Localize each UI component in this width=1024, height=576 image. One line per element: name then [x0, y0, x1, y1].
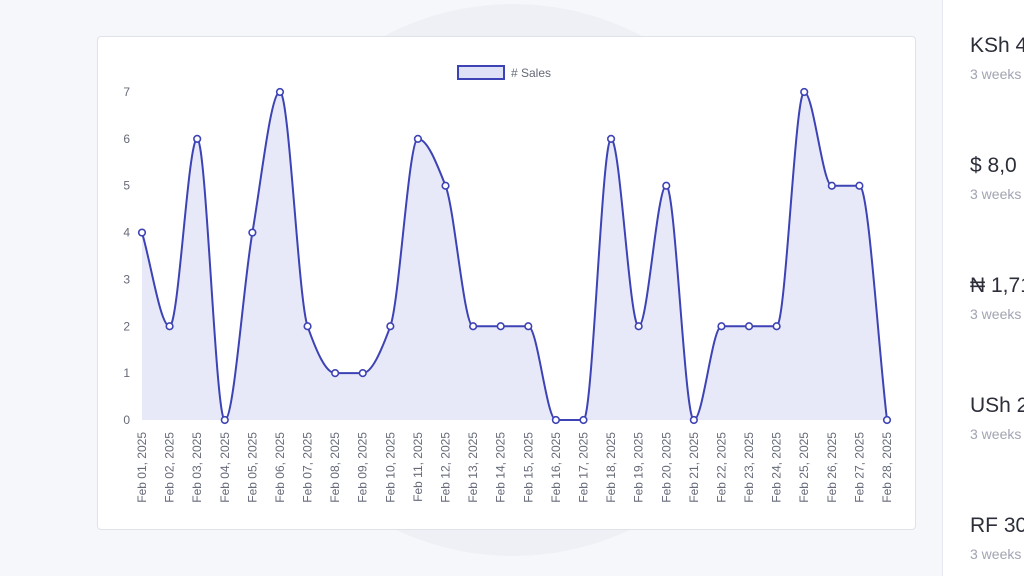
data-point-9 [358, 369, 367, 378]
y-tick-label: 5 [123, 179, 130, 193]
data-point-22 [717, 322, 726, 331]
x-tick-label: Feb 22, 2025 [714, 432, 728, 503]
data-point-20 [662, 181, 671, 190]
data-point-18 [606, 134, 616, 143]
side-item[interactable]: KSh 4 3 weeks [970, 34, 1024, 82]
x-tick-label: Feb 15, 2025 [521, 432, 535, 503]
side-item[interactable]: $ 8,0 3 weeks [970, 154, 1021, 202]
legend-swatch [457, 65, 505, 80]
x-tick-label: Feb 12, 2025 [439, 432, 453, 503]
side-item-subtitle: 3 weeks [970, 186, 1022, 202]
x-tick-label: Feb 26, 2025 [825, 432, 839, 503]
data-point-6 [275, 87, 285, 97]
x-tick-label: Feb 05, 2025 [245, 432, 259, 503]
sales-chart-card: 0 1 2 3 4 5 6 7 Feb 01, 2025 Feb 02, 2025 Feb 03, … [97, 36, 916, 530]
x-tick-label: Feb 28, 2025 [880, 432, 894, 503]
sales-area-fill [142, 92, 887, 421]
x-tick-label: Feb 24, 2025 [770, 432, 784, 503]
side-item-subtitle: 3 weeks [970, 306, 1022, 322]
x-tick-label: Feb 18, 2025 [604, 432, 618, 503]
data-point-8 [331, 369, 340, 378]
y-tick-label: 0 [123, 413, 130, 427]
side-item-amount: RF 30 [970, 514, 1024, 537]
x-tick-label: Feb 27, 2025 [852, 432, 866, 503]
x-tick-label: Feb 19, 2025 [632, 432, 646, 503]
x-tick-label: Feb 13, 2025 [466, 432, 480, 503]
data-point-10 [386, 322, 395, 331]
x-tick-label: Feb 09, 2025 [356, 432, 370, 503]
side-item[interactable]: USh 2 3 weeks [970, 394, 1024, 442]
x-tick-label: Feb 03, 2025 [190, 432, 204, 503]
x-tick-label: Feb 06, 2025 [273, 432, 287, 503]
x-tick-label: Feb 07, 2025 [301, 432, 315, 503]
y-tick-label: 1 [123, 366, 130, 380]
data-point-25 [800, 87, 809, 97]
data-point-23 [744, 322, 754, 331]
data-point-5 [248, 228, 257, 237]
data-point-21 [689, 415, 698, 425]
side-item-amount: USh 2 [970, 394, 1024, 417]
legend-label: # Sales [511, 66, 551, 80]
x-tick-label: Feb 21, 2025 [687, 432, 701, 503]
y-tick-label: 6 [123, 132, 130, 146]
data-point-11 [413, 134, 423, 143]
side-item-subtitle: 3 weeks [970, 66, 1022, 82]
side-item-amount: $ 8,0 [970, 154, 1017, 177]
side-item-amount: ₦ 1,71 [970, 274, 1024, 297]
data-point-24 [772, 322, 781, 331]
y-tick-label: 3 [123, 272, 130, 286]
x-tick-label: Feb 20, 2025 [659, 432, 673, 503]
sales-series-line [141, 90, 888, 422]
side-item-subtitle: 3 weeks [970, 546, 1022, 562]
x-tick-label: Feb 10, 2025 [383, 432, 397, 503]
x-tick-label: Feb 01, 2025 [135, 432, 149, 503]
data-point-3 [193, 134, 202, 143]
data-point-2 [165, 322, 174, 331]
x-tick-label: Feb 04, 2025 [218, 432, 232, 503]
data-point-4 [220, 415, 229, 425]
data-point-26 [827, 181, 836, 190]
x-tick-label: Feb 17, 2025 [576, 432, 590, 503]
side-item-subtitle: 3 weeks [970, 426, 1022, 442]
data-point-14 [496, 322, 505, 331]
x-tick-label: Feb 23, 2025 [742, 432, 756, 503]
y-tick-label: 4 [123, 226, 130, 240]
data-point-17 [579, 415, 588, 425]
x-tick-label: Feb 02, 2025 [163, 432, 177, 503]
y-tick-label: 2 [123, 319, 130, 333]
data-point-15 [524, 322, 533, 331]
side-item[interactable]: ₦ 1,71 3 weeks [970, 274, 1024, 322]
data-point-13 [469, 322, 478, 331]
x-tick-label: Feb 25, 2025 [797, 432, 811, 503]
data-point-28 [882, 415, 892, 425]
data-point-1 [137, 228, 147, 237]
x-tick-label: Feb 11, 2025 [411, 432, 425, 502]
data-point-7 [303, 322, 312, 331]
side-item[interactable]: RF 30 3 weeks [970, 514, 1024, 562]
data-point-12 [441, 181, 450, 190]
side-panel: KSh 4 3 weeks $ 8,0 3 weeks ₦ 1,71 3 wee… [942, 0, 1024, 576]
data-point-16 [551, 415, 560, 425]
sales-line-chart: 0 1 2 3 4 5 6 7 Feb 01, 2025 Feb 02, 2025 Feb 03, … [123, 65, 894, 503]
side-item-amount: KSh 4 [970, 34, 1024, 57]
y-tick-label: 7 [123, 85, 130, 99]
x-tick-label: Feb 14, 2025 [494, 432, 508, 503]
x-tick-label: Feb 16, 2025 [549, 432, 563, 503]
x-tick-label: Feb 08, 2025 [328, 432, 342, 503]
data-point-19 [634, 322, 643, 331]
data-point-27 [855, 181, 864, 190]
